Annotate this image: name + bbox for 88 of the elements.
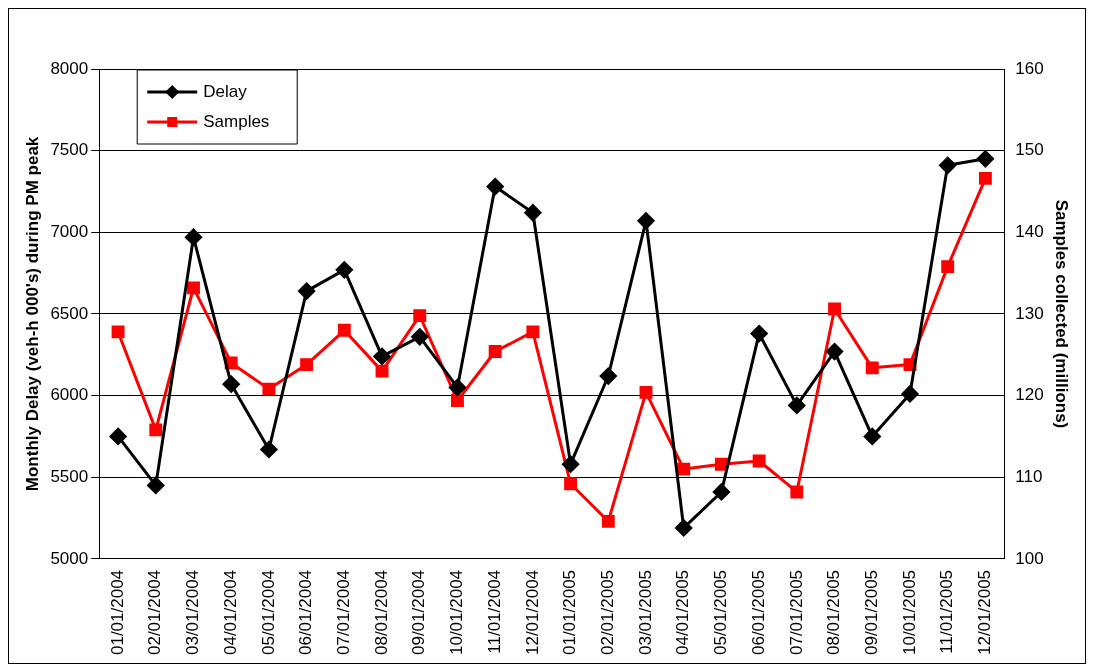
point: [111, 325, 125, 339]
x-tick-label: 04/01/2005: [673, 569, 693, 656]
y-tick-label: 6500: [50, 303, 89, 323]
y2-tick-label: 100: [1015, 548, 1044, 568]
point: [298, 282, 316, 300]
x-tick-label: 04/01/2004: [220, 569, 240, 656]
point: [828, 302, 841, 316]
y-tick-label: 7500: [50, 140, 89, 160]
point: [300, 358, 314, 372]
x-tick-label: 08/01/2004: [371, 569, 391, 656]
point: [677, 462, 691, 476]
point: [222, 375, 240, 393]
point: [978, 171, 992, 185]
point: [714, 457, 728, 471]
x-tick-label: 05/01/2004: [258, 569, 278, 656]
point: [941, 260, 955, 274]
point: [373, 347, 391, 365]
x-tick-label: 03/01/2005: [635, 569, 655, 656]
point: [488, 345, 502, 358]
x-tick-label: 11/01/2004: [484, 569, 504, 654]
point: [750, 325, 768, 343]
y2-tick-label: 160: [1015, 58, 1044, 78]
point: [526, 325, 540, 339]
point: [637, 212, 655, 230]
y2-tick-label: 150: [1015, 140, 1044, 160]
point: [147, 476, 165, 494]
x-tick-label: 07/01/2005: [786, 569, 806, 656]
legend-label: Samples: [203, 111, 270, 131]
x-tick-label: 09/01/2005: [861, 569, 881, 656]
x-tick-label: 09/01/2004: [409, 569, 429, 656]
x-tick-label: 05/01/2005: [711, 569, 731, 656]
point: [451, 394, 464, 407]
legend-label: Delay: [203, 81, 248, 101]
y-axis-title: Monthly Delay (veh-h 000's) during PM peak: [22, 136, 42, 492]
point: [788, 396, 806, 414]
y2-tick-label: 140: [1015, 221, 1044, 241]
x-tick-label: 06/01/2004: [296, 569, 316, 656]
point: [184, 228, 202, 246]
y-tick-label: 8000: [50, 58, 89, 78]
point: [601, 514, 615, 528]
point: [790, 485, 804, 499]
point: [712, 483, 730, 501]
point: [562, 455, 580, 473]
x-tick-label: 10/01/2004: [447, 569, 467, 656]
y-tick-label: 7000: [50, 221, 89, 241]
point: [826, 343, 844, 361]
point: [149, 423, 163, 437]
point: [337, 323, 351, 337]
y2-tick-label: 110: [1015, 466, 1043, 486]
point: [524, 204, 542, 222]
point: [187, 281, 200, 295]
x-tick-label: 02/01/2004: [145, 569, 165, 656]
point: [863, 427, 881, 445]
point: [109, 427, 127, 445]
point: [865, 361, 879, 375]
y-tick-label: 6000: [50, 385, 89, 405]
x-tick-label: 10/01/2005: [899, 569, 919, 656]
point: [413, 309, 427, 323]
y2-tick-label: 130: [1015, 303, 1044, 323]
point: [260, 441, 278, 458]
y-tick-label: 5500: [50, 466, 89, 486]
x-tick-label: 08/01/2005: [824, 569, 844, 656]
y2-tick-label: 120: [1015, 385, 1044, 405]
point: [599, 367, 617, 385]
point: [448, 378, 466, 396]
point: [375, 364, 389, 378]
y2-axis-title: Samples collected (millions): [1052, 199, 1072, 429]
x-tick-label: 01/01/2005: [560, 569, 580, 656]
point: [335, 261, 353, 279]
x-tick-label: 07/01/2004: [334, 569, 354, 656]
point: [486, 178, 504, 196]
x-tick-label: 06/01/2005: [748, 569, 768, 656]
point: [411, 328, 429, 346]
point: [939, 156, 957, 174]
point: [639, 385, 653, 399]
point: [675, 519, 693, 537]
x-tick-label: 01/01/2004: [107, 569, 127, 656]
point: [752, 454, 766, 468]
point: [901, 385, 919, 403]
y-tick-label: 5000: [50, 548, 89, 568]
x-tick-label: 03/01/2004: [183, 569, 203, 656]
x-tick-label: 12/01/2004: [522, 569, 542, 656]
point: [976, 150, 994, 168]
x-tick-label: 12/01/2005: [975, 569, 995, 656]
x-tick-label: 02/01/2005: [597, 569, 617, 656]
point: [262, 382, 276, 396]
point: [564, 477, 578, 491]
x-tick-label: 11/01/2005: [937, 569, 957, 654]
